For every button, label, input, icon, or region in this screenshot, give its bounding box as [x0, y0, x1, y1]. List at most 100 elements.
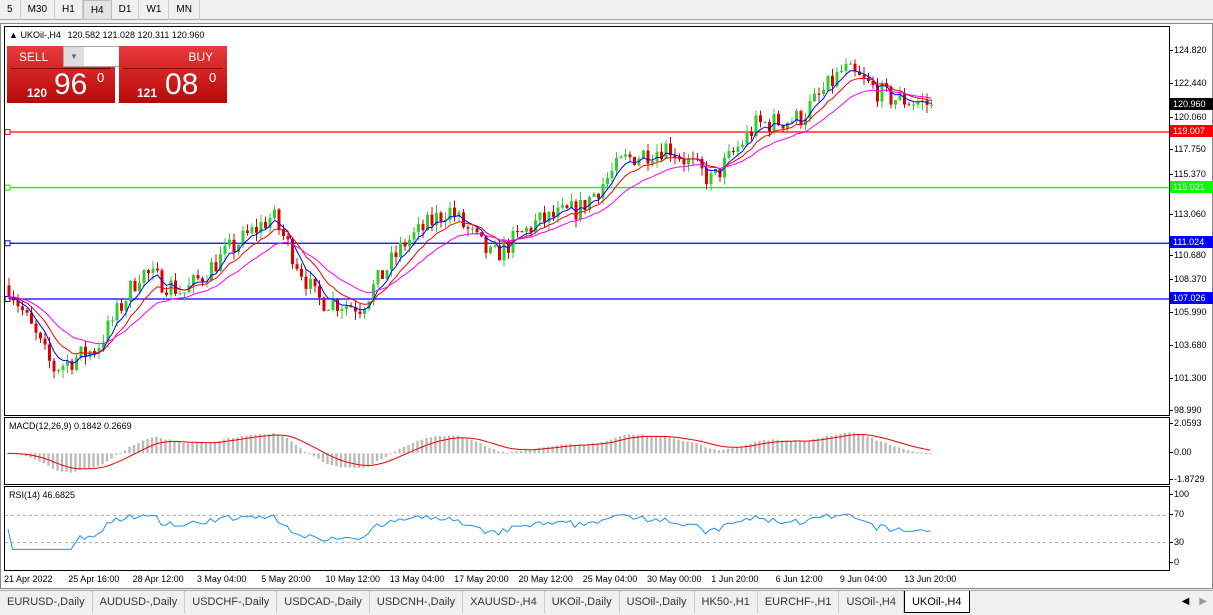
tab-usdcnh-daily[interactable]: USDCNH-,Daily — [370, 591, 464, 613]
candle-body — [619, 156, 623, 159]
candle-body — [115, 303, 119, 321]
buy-price-fraction: 0 — [209, 70, 217, 85]
macd-histogram-bar — [830, 435, 833, 454]
macd-histogram-bar — [848, 432, 851, 454]
candle-body — [16, 300, 20, 307]
timeframe-d1[interactable]: D1 — [112, 0, 140, 20]
macd-histogram-bar — [627, 434, 631, 454]
macd-histogram-bar — [177, 442, 181, 454]
candle-body — [642, 150, 645, 159]
rsi-pane[interactable]: RSI(14) 46.6825 — [4, 486, 1170, 571]
macd-histogram-bar — [767, 440, 770, 454]
level-handle[interactable] — [4, 129, 11, 136]
volume-down-icon[interactable]: ▼ — [64, 47, 84, 66]
tab-usdcad-daily[interactable]: USDCAD-,Daily — [277, 591, 370, 613]
tab-usoil-h4[interactable]: USOil-,H4 — [839, 591, 904, 613]
timeframe-w1[interactable]: W1 — [139, 0, 170, 20]
candle-body — [417, 223, 420, 233]
time-label: 21 Apr 2022 — [4, 574, 53, 584]
timeframe-h4[interactable]: H4 — [82, 0, 112, 20]
macd-histogram-bar — [384, 453, 388, 458]
macd-histogram-bar — [614, 437, 617, 454]
macd-histogram-bar — [87, 453, 91, 469]
tab-audusd-daily[interactable]: AUDUSD-,Daily — [93, 591, 186, 613]
macd-histogram-bar — [672, 438, 676, 454]
macd-histogram-bar — [209, 442, 212, 454]
candle-body — [264, 221, 267, 229]
candle-body — [178, 292, 182, 294]
timeframe-m30[interactable]: M30 — [21, 0, 56, 20]
macd-histogram-bar — [915, 451, 919, 454]
tab-usdchf-daily[interactable]: USDCHF-,Daily — [185, 591, 278, 613]
candle-body — [579, 200, 582, 220]
price-tick: 120.060 — [1170, 111, 1207, 122]
macd-histogram-bar — [398, 448, 401, 454]
macd-histogram-bar — [623, 434, 626, 454]
level-label: 111.024 — [1170, 236, 1213, 249]
time-label: 3 May 04:00 — [196, 574, 247, 584]
candle-body — [750, 131, 753, 137]
candle-body — [507, 241, 510, 253]
candle-body — [835, 71, 839, 87]
collapse-arrow-icon[interactable]: ▲ — [9, 30, 18, 40]
rsi-tick: 100 — [1169, 489, 1190, 499]
macd-histogram-bar — [780, 440, 784, 454]
tab-usoil-daily[interactable]: USOil-,Daily — [620, 591, 695, 613]
timeframe-5[interactable]: 5 — [0, 0, 21, 20]
candle-body — [471, 228, 474, 230]
tab-scroll-left-icon[interactable]: ◀ — [1181, 596, 1190, 607]
level-handle[interactable] — [4, 184, 11, 191]
tab-ukoil-daily[interactable]: UKOil-,Daily — [545, 591, 620, 613]
macd-histogram-bar — [816, 438, 820, 454]
macd-histogram-bar — [357, 453, 361, 469]
macd-histogram-bar — [74, 453, 77, 472]
candle-body — [453, 207, 456, 217]
candle-body — [777, 113, 780, 125]
macd-histogram-bar — [762, 440, 766, 454]
macd-histogram-bar — [191, 442, 194, 454]
price-axis[interactable]: 124.820 122.440 120.060 117.750 115.370 113.0… — [1170, 26, 1213, 416]
candle-body — [475, 228, 479, 233]
candle-body — [210, 262, 213, 282]
timeframe-h1[interactable]: H1 — [55, 0, 83, 20]
candle-body — [628, 154, 632, 158]
macd-histogram-bar — [96, 453, 100, 467]
macd-histogram-bar — [510, 451, 514, 454]
tab-ukoil-h4[interactable]: UKOil-,H4 — [903, 591, 970, 613]
tab-hk50-h1[interactable]: HK50-,H1 — [695, 591, 758, 613]
macd-histogram-bar — [195, 442, 199, 454]
candle-body — [84, 346, 87, 358]
candle-body — [300, 268, 303, 277]
macd-histogram-bar — [632, 434, 635, 454]
candle-body — [273, 209, 276, 218]
macd-histogram-bar — [344, 453, 347, 468]
macd-histogram-bar — [78, 453, 82, 471]
candle-body — [709, 173, 713, 185]
tab-scroll-right-icon[interactable]: ▶ — [1199, 596, 1207, 607]
macd-histogram-bar — [290, 441, 293, 454]
candle-body — [444, 219, 447, 222]
candle-body — [66, 360, 69, 366]
tab-xauusd-h4[interactable]: XAUUSD-,H4 — [463, 591, 545, 613]
level-handle[interactable] — [4, 240, 11, 247]
candle-body — [831, 75, 834, 87]
candle-body — [322, 297, 326, 311]
timeframe-mn[interactable]: MN — [169, 0, 200, 20]
buy-button[interactable]: BUY 121 08 0 — [119, 46, 227, 103]
candle-body — [516, 230, 519, 232]
macd-pane[interactable]: MACD(12,26,9) 0.1842 0.2669 — [4, 417, 1170, 485]
candle-body — [520, 231, 524, 233]
candle-body — [111, 320, 114, 322]
level-label: 115.021 — [1170, 180, 1213, 193]
candle-body — [889, 86, 893, 105]
macd-histogram-bar — [749, 444, 752, 454]
candle-body — [358, 311, 362, 315]
rsi-line — [7, 513, 931, 550]
macd-histogram-bar — [515, 451, 518, 454]
tab-eurusd-daily[interactable]: EURUSD-,Daily — [0, 591, 93, 613]
macd-histogram-bar — [686, 441, 689, 454]
macd-histogram-bar — [92, 453, 95, 468]
macd-histogram-bar — [497, 451, 500, 454]
tab-eurchf-h1[interactable]: EURCHF-,H1 — [758, 591, 840, 613]
candle-body — [466, 227, 470, 229]
